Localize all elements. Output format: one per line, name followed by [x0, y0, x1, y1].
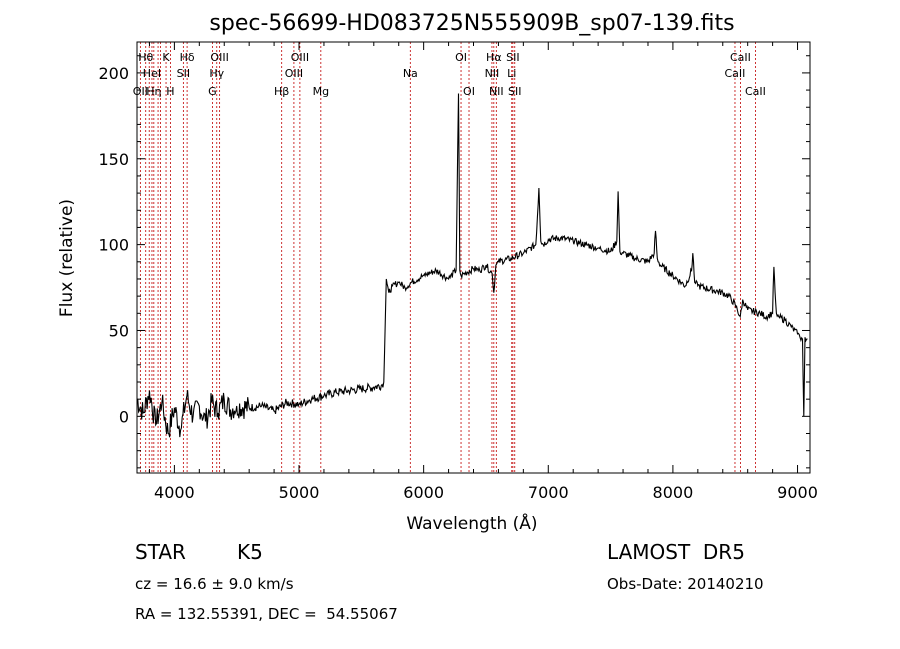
chart-title: spec-56699-HD083725N555909B_sp07-139.fit…: [209, 11, 734, 36]
line-label-3: HeI: [143, 67, 161, 80]
line-label-4: Hη: [146, 85, 161, 98]
y-axis-ticks: 0 50 100 150 200: [98, 55, 810, 469]
line-label-23: NII: [489, 85, 504, 98]
emission-line-labels: OIIHθHeIHηKHSIIHδGHγOIIIHβOIIIOIIIMgNaOI…: [133, 51, 766, 98]
ra-dec-coordinates: RA = 132.55391, DEC = 54.55067: [135, 605, 398, 623]
x-tick-label-4: 8000: [653, 483, 694, 502]
y-tick-label-1: 50: [109, 321, 129, 340]
y-tick-label-4: 200: [98, 64, 129, 83]
x-axis-label: Wavelength (Å): [406, 512, 537, 534]
line-label-19: OI: [455, 51, 467, 64]
line-label-15: OIII: [285, 67, 303, 80]
line-label-16: OIII: [291, 51, 309, 64]
plot-frame: [136, 41, 811, 474]
y-tick-label-3: 150: [98, 150, 129, 169]
object-class: STAR: [135, 540, 186, 564]
line-label-26: SII: [508, 85, 521, 98]
x-tick-label-0: 4000: [154, 483, 195, 502]
line-label-22: Hα: [486, 51, 502, 64]
x-tick-label-3: 7000: [528, 483, 569, 502]
line-label-20: OI: [463, 85, 475, 98]
x-tick-label-5: 9000: [777, 483, 818, 502]
line-label-28: CaII: [730, 51, 751, 64]
x-axis-ticks: 4000 5000 6000 7000 8000 9000: [148, 42, 818, 502]
y-axis-label: Flux (relative): [57, 199, 77, 317]
x-tick-label-2: 6000: [403, 483, 444, 502]
line-label-13: OIII: [210, 51, 228, 64]
spectrum-series-line: [136, 93, 808, 438]
line-label-14: Hβ: [274, 85, 289, 98]
line-label-10: Hδ: [180, 51, 195, 64]
redshift-cz: cz = 16.6 ± 9.0 km/s: [135, 575, 294, 593]
object-subclass: K5: [237, 540, 263, 564]
line-label-21: NII: [485, 67, 500, 80]
line-label-11: G: [208, 85, 217, 98]
line-label-25: SII: [506, 51, 519, 64]
survey-name: LAMOST DR5: [607, 540, 745, 564]
emission-line-markers: [139, 42, 756, 473]
y-tick-label-0: 0: [119, 407, 129, 426]
line-label-18: Na: [403, 67, 418, 80]
line-label-17: Mg: [313, 85, 329, 98]
line-label-8: H: [166, 85, 174, 98]
x-tick-label-1: 5000: [279, 483, 320, 502]
line-label-1: Hθ: [138, 51, 153, 64]
line-label-24: Li: [507, 67, 516, 80]
line-label-7: K: [162, 51, 170, 64]
line-label-29: CaII: [745, 85, 766, 98]
line-label-12: Hγ: [209, 67, 224, 80]
y-tick-label-2: 100: [98, 236, 129, 255]
line-label-9: SII: [177, 67, 190, 80]
line-label-27: CaII: [725, 67, 746, 80]
observation-date: Obs-Date: 20140210: [607, 575, 764, 593]
